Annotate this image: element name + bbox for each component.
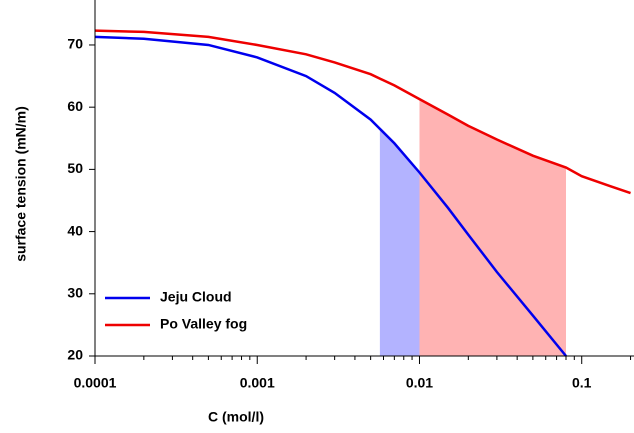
- data-line: [94, 35, 567, 357]
- x-tick-label: 0.1: [572, 375, 592, 391]
- legend-label: Jeju Cloud: [160, 289, 232, 305]
- y-axis-label: surface tension (mN/m): [13, 106, 29, 262]
- x-tick-label: 0.001: [240, 375, 275, 391]
- y-tick-label: 50: [67, 160, 83, 176]
- y-tick-label: 30: [67, 284, 83, 300]
- shaded-range: [419, 99, 567, 356]
- data-line: [94, 29, 631, 195]
- x-tick-label: 0.01: [406, 375, 433, 391]
- y-tick-label: 70: [67, 36, 83, 52]
- x-tick-label: 0.0001: [74, 375, 117, 391]
- y-tick-label: 20: [67, 347, 83, 363]
- x-axis-label: C (mol/l): [208, 409, 264, 425]
- y-tick-label: 40: [67, 222, 83, 238]
- legend-label: Po Valley fog: [160, 316, 247, 332]
- y-tick-label: 60: [67, 98, 83, 114]
